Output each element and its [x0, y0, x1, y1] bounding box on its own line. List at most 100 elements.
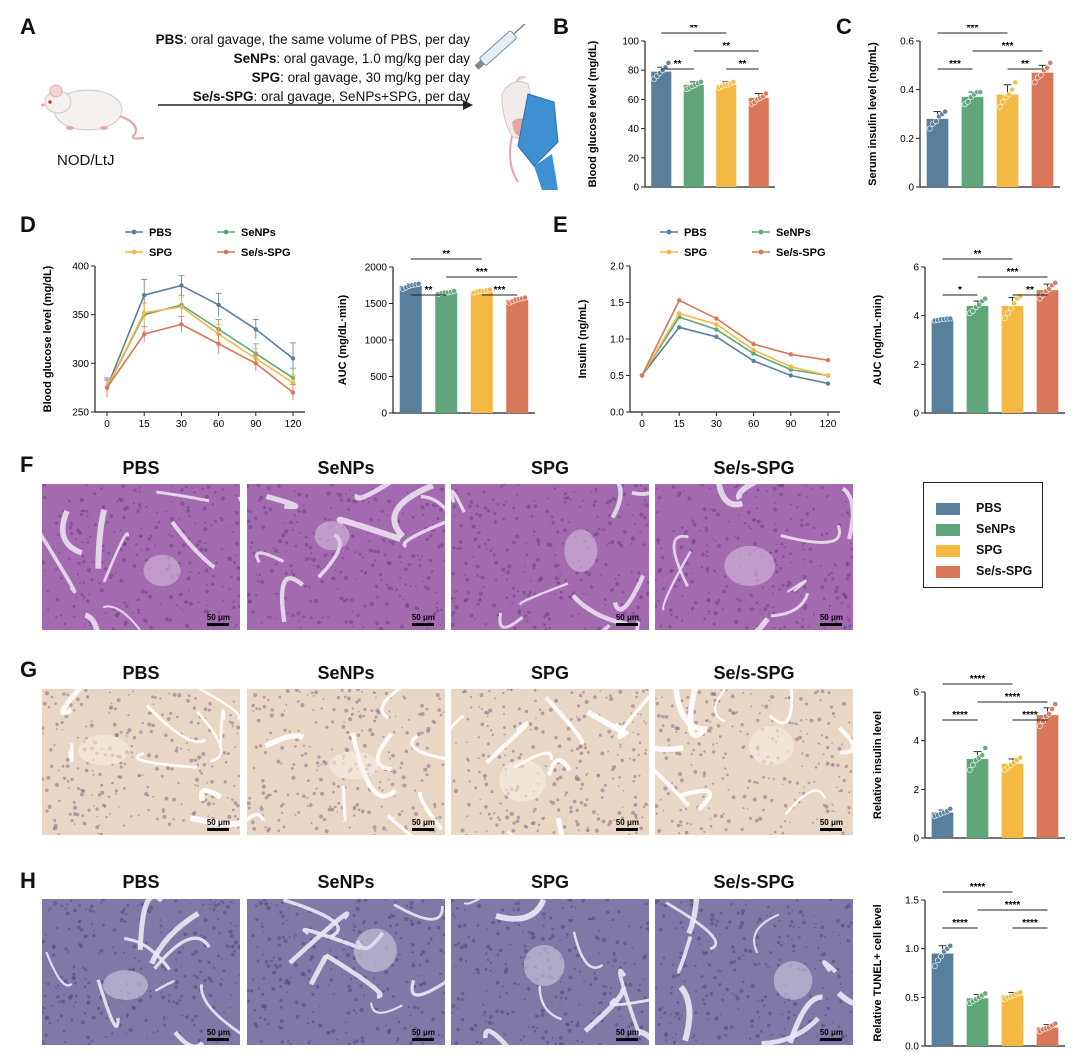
y-tick-label: 0: [633, 183, 639, 194]
panel-label-e: E: [553, 212, 568, 237]
data-point: [290, 390, 296, 395]
bar: [1031, 72, 1054, 187]
protocol-arrow: [158, 98, 473, 112]
y-tick-label: 2000: [365, 263, 388, 274]
legend-label: SPG: [684, 247, 707, 259]
data-point: [1046, 711, 1052, 717]
series-line: [106, 284, 294, 388]
x-tick-label: 90: [785, 419, 797, 430]
scale-bar: 50 μm: [616, 1028, 639, 1041]
y-tick-label: 2: [913, 360, 919, 371]
bar: [931, 319, 954, 413]
significance-label: **: [722, 41, 730, 52]
y-tick-label: 1.0: [905, 944, 919, 955]
legend-label: Se/s-SPG: [776, 247, 826, 259]
panel-label-b: B: [553, 14, 569, 39]
y-tick-label: 400: [72, 262, 89, 273]
image-title-g: Se/s-SPG: [713, 663, 795, 683]
x-tick-label: 30: [176, 419, 188, 430]
legend-marker: [223, 229, 229, 235]
gavage-illustration: [472, 18, 562, 192]
scale-bar: 50 μm: [820, 818, 843, 831]
y-tick-label: 0.5: [905, 993, 919, 1004]
data-point: [1017, 293, 1024, 300]
data-point: [216, 341, 221, 347]
legend-marker: [223, 249, 229, 255]
series-line: [641, 312, 829, 377]
data-point: [977, 89, 984, 95]
legend-marker: [131, 229, 137, 235]
significance-label: ****: [1022, 710, 1038, 721]
y-tick-label: 6: [913, 263, 919, 274]
micrograph-f: 50 μm: [451, 484, 649, 630]
protocol-line-senps: SeNPs: oral gavage, 1.0 mg/kg per day: [233, 51, 470, 66]
y-axis-label: AUC (ng/mL·min): [872, 294, 884, 385]
data-point: [179, 283, 184, 288]
legend-label: SeNPs: [776, 227, 811, 239]
y-tick-label: 0: [913, 834, 919, 845]
significance-label: ***: [1007, 267, 1019, 278]
y-tick-label: 0: [908, 183, 914, 194]
data-point: [926, 125, 933, 132]
data-point: [714, 327, 719, 332]
legend-marker: [758, 249, 764, 255]
data-point: [1049, 706, 1056, 712]
y-tick-label: 1000: [365, 336, 388, 347]
y-tick-label: 60: [628, 95, 640, 106]
data-point: [825, 357, 831, 363]
data-point: [1017, 989, 1024, 996]
y-axis-label: AUC (mg/dL·min): [337, 294, 349, 385]
micrograph-g: 50 μm: [655, 689, 853, 835]
y-tick-label: 250: [72, 408, 89, 419]
micrograph-g: 50 μm: [42, 689, 240, 835]
data-point: [104, 385, 110, 390]
data-point: [1011, 300, 1017, 307]
legend-marker: [131, 249, 137, 255]
series-line: [641, 299, 829, 376]
data-point: [751, 351, 756, 356]
x-tick-label: 30: [711, 419, 723, 430]
bar: [931, 812, 954, 838]
data-point: [290, 356, 296, 361]
image-title-h: SPG: [530, 872, 569, 892]
micrograph-h: 50 μm: [247, 899, 445, 1045]
scale-bar: 50 μm: [207, 818, 230, 831]
data-point: [947, 805, 954, 812]
data-point: [999, 98, 1006, 105]
x-tick-label: 0: [104, 419, 110, 430]
data-point: [179, 322, 184, 327]
data-point: [1006, 91, 1012, 98]
legend-label: SeNPs: [241, 227, 276, 239]
data-point: [1012, 79, 1019, 86]
data-point: [730, 78, 737, 85]
chart-e-insulin-curve: 0.0 0.5 1.0 1.5 2.0 0 15 30 60 90 120 Insulin (ng/m…: [577, 227, 840, 430]
y-tick-label: 2: [913, 785, 919, 796]
mouse-strain-label: NOD/LtJ: [57, 152, 115, 169]
panel-label-h: H: [20, 868, 36, 893]
data-point: [788, 364, 793, 369]
protocol-line-pbs: PBS: oral gavage, the same volume of PBS…: [155, 32, 470, 47]
data-point: [253, 327, 258, 332]
micrograph-f: 50 μm: [42, 484, 240, 630]
image-title-f: SPG: [530, 458, 569, 478]
data-point: [714, 316, 719, 321]
chart-b-blood-glucose: 0 20 40 60 80 100 Blood glucose level (mg/dL) *…: [587, 25, 775, 194]
y-tick-label: 0: [913, 409, 919, 420]
scale-bar: 50 μm: [820, 1028, 843, 1041]
y-tick-label: 100: [622, 37, 639, 48]
y-tick-label: 0.2: [900, 134, 914, 145]
x-tick-label: 120: [285, 419, 302, 430]
significance-label: **: [674, 59, 682, 70]
data-point: [1031, 79, 1038, 86]
y-tick-label: 1.0: [610, 335, 624, 346]
legend-label: SPG: [149, 247, 172, 259]
data-point: [947, 315, 954, 322]
y-tick-label: 2.0: [610, 262, 624, 273]
image-title-g: PBS: [122, 663, 160, 683]
data-point: [142, 310, 147, 315]
bar: [506, 299, 529, 413]
data-point: [1046, 286, 1052, 292]
x-tick-label: 60: [213, 419, 225, 430]
